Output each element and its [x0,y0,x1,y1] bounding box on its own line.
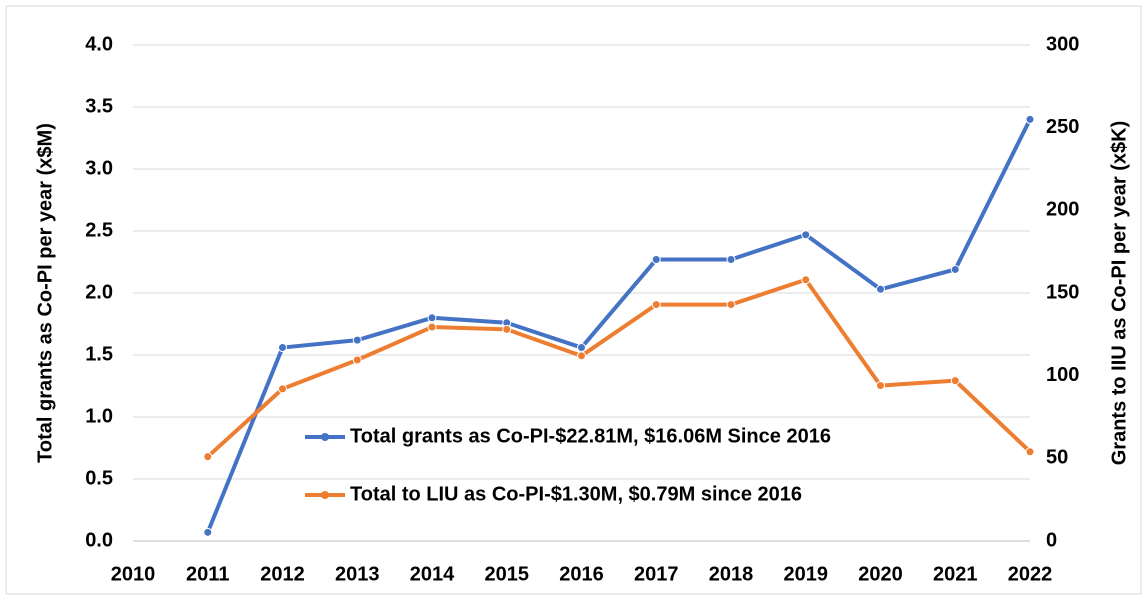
data-point [278,343,287,353]
x-tick-label: 2011 [186,563,229,585]
x-tick-label: 2015 [485,563,530,585]
data-point [427,313,437,323]
data-point [352,335,362,345]
data-point [278,384,287,394]
legend-label: Total grants as Co-PI-$22.81M, $16.06M S… [350,425,831,447]
series-line [206,277,1032,459]
y2-tick-label: 0 [1046,529,1057,551]
x-tick-label: 2016 [559,563,604,585]
series-line [205,118,1032,534]
y-tick-label: 2.5 [85,219,113,241]
y-tick-label: 4.0 [85,33,113,55]
data-point [1025,447,1035,457]
x-tick-label: 2020 [858,563,903,585]
y-tick-label: 1.5 [85,343,113,365]
legend-marker [321,433,329,441]
data-point [352,355,362,365]
legend-label: Total to LIU as Co-PI-$1.30M, $0.79M sin… [350,483,802,505]
y2-tick-label: 250 [1046,116,1079,138]
data-point [203,527,213,537]
data-point [801,230,811,240]
data-point [950,376,960,386]
data-point [577,351,586,361]
y2-tick-label: 150 [1046,281,1079,303]
y2-axis-title: Grants to IIU as Co-PI per year (x$K) [1108,121,1130,466]
data-point [876,381,885,391]
y-tick-label: 2.0 [85,281,113,303]
y-axis-title: Total grants as Co-PI per year (x$M) [34,123,56,463]
y2-tick-label: 50 [1046,447,1068,469]
y-tick-label: 1.0 [85,405,113,427]
data-point [726,255,736,265]
x-tick-label: 2014 [410,563,455,585]
data-point [801,275,811,285]
legend-marker [321,491,329,499]
data-point [577,343,586,353]
y2-tick-label: 100 [1046,364,1079,386]
y-tick-label: 3.5 [85,95,113,117]
y2-tick-label: 200 [1046,199,1079,221]
x-tick-label: 2013 [335,563,380,585]
x-tick-label: 2018 [709,563,754,585]
x-tick-label: 2022 [1008,563,1053,585]
x-tick-label: 2021 [933,563,978,585]
data-point [203,452,213,462]
x-tick-label: 2019 [784,563,829,585]
y2-tick-label: 300 [1046,33,1079,55]
data-point [876,284,885,294]
data-point [651,300,661,310]
y-tick-label: 3.0 [85,157,113,179]
y-tick-label: 0.0 [85,529,113,551]
data-point [950,264,960,274]
y-tick-label: 0.5 [85,467,113,489]
data-point [427,322,437,332]
chart-frame [5,5,1142,595]
data-point [726,300,736,310]
data-point [502,324,512,334]
x-tick-label: 2010 [111,563,156,585]
x-tick-label: 2012 [260,563,305,585]
data-point [1025,114,1035,124]
data-point [651,255,661,265]
x-tick-label: 2017 [634,563,679,585]
